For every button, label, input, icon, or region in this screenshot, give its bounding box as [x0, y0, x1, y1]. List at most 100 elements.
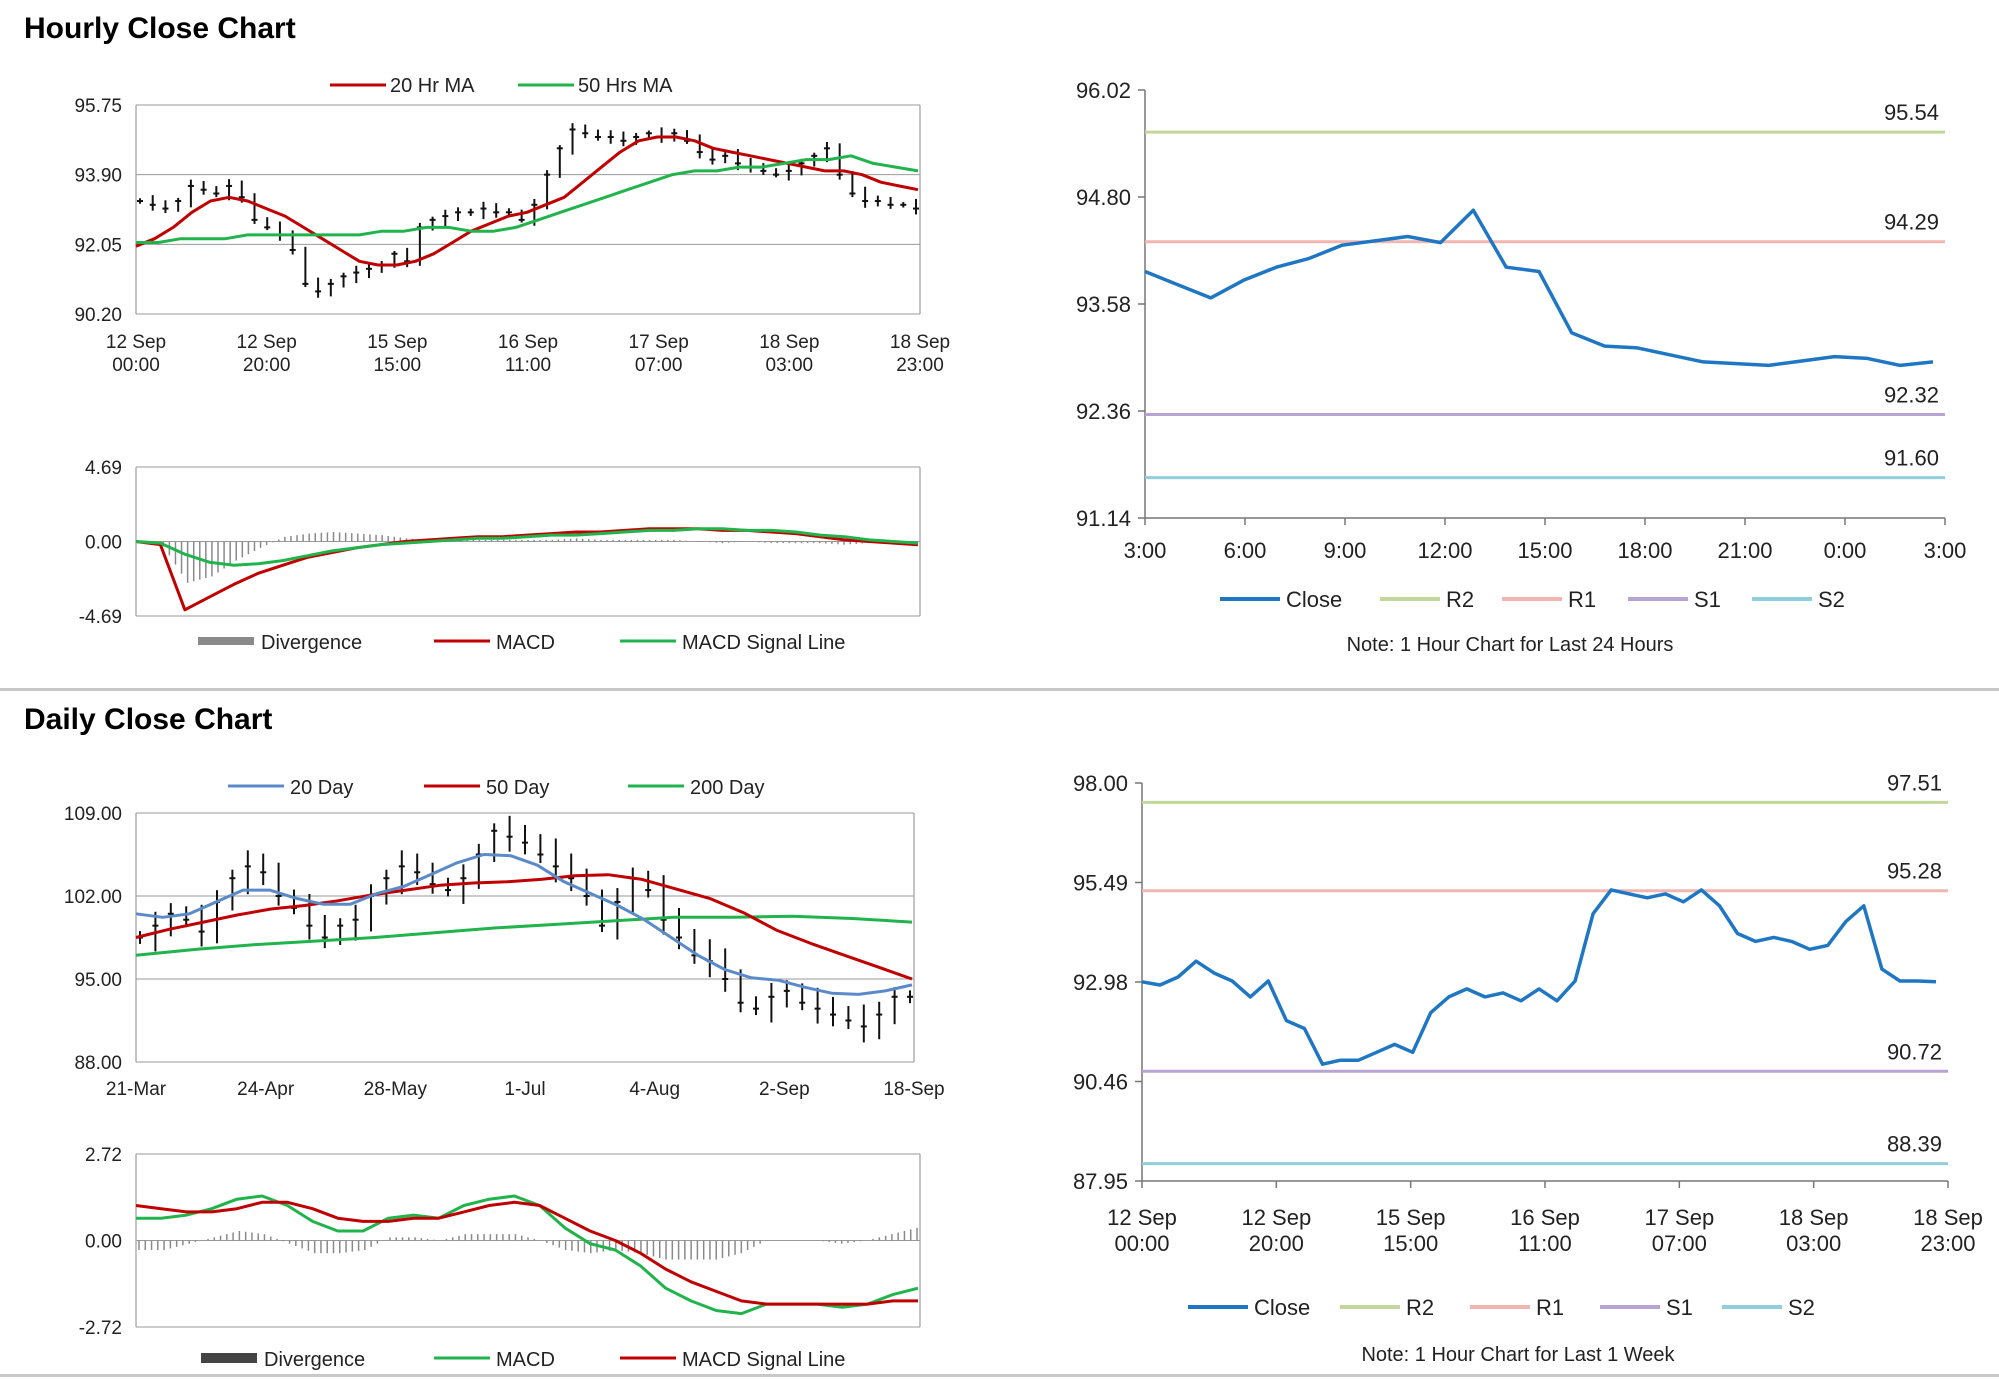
ma20-line [135, 135, 919, 267]
ma200-line [135, 914, 913, 957]
legend-label-20-day: 20 Day [290, 777, 353, 799]
macd-line [135, 527, 919, 612]
daily-macd-marks [135, 1194, 919, 1316]
daily-macd-grid: 2.72 0.00 -2.72 [79, 1145, 921, 1339]
level-label-r2: 95.54 [1884, 100, 1939, 125]
x-tick-label: 12:00 [1417, 538, 1472, 563]
hourly-levels-chart: 96.02 94.80 93.58 92.36 91.14 3:00 6:00 9:00 12:… [1076, 78, 1966, 656]
daily-price-marks [135, 815, 913, 1043]
x-tick-label: 03:00 [766, 355, 814, 376]
bottom-divider [0, 1374, 1999, 1377]
x-tick-label: 11:00 [505, 355, 551, 376]
x-tick-label: 24-Apr [237, 1079, 295, 1100]
x-tick-label: 15:00 [1517, 538, 1572, 563]
x-tick-label: 3:00 [1924, 538, 1967, 563]
y-tick-label: 96.02 [1076, 78, 1131, 103]
x-tick-label: 9:00 [1324, 538, 1367, 563]
daily-levels-note: Note: 1 Hour Chart for Last 1 Week [1361, 1344, 1675, 1366]
x-tick-label: 0:00 [1824, 538, 1867, 563]
x-tick-label: 2-Sep [759, 1079, 810, 1100]
y-tick-label: 4.69 [85, 458, 122, 479]
y-tick-label: -2.72 [79, 1318, 122, 1339]
legend-label-s1: S1 [1694, 587, 1721, 612]
legend-label-macd-signal: MACD Signal Line [682, 1349, 845, 1371]
x-tick-label: 07:00 [635, 355, 683, 376]
level-label-s1: 92.32 [1884, 383, 1939, 408]
legend-swatch-divergence [198, 637, 254, 645]
legend-label-macd: MACD [496, 632, 555, 654]
hourly-macd-chart: 4.69 0.00 -4.69 Divergence MACD MACD Signa… [79, 458, 921, 654]
level-label-r1: 94.29 [1884, 210, 1939, 235]
level-label-s2: 91.60 [1884, 446, 1939, 471]
y-tick-label: 109.00 [64, 804, 122, 825]
level-label-r2: 97.51 [1887, 770, 1942, 795]
hourly-price-marks [135, 123, 919, 298]
x-tick-label: 17 Sep [629, 332, 689, 353]
legend-label-r1: R1 [1568, 587, 1596, 612]
x-tick-label: 20:00 [1249, 1231, 1304, 1256]
hourly-levels-marks: 95.54 94.29 92.32 91.60 [1144, 100, 1945, 480]
legend-label-50hrs-ma: 50 Hrs MA [578, 75, 673, 97]
legend-label-divergence: Divergence [264, 1349, 365, 1371]
legend-label-s2: S2 [1788, 1295, 1815, 1320]
y-tick-label: 90.46 [1073, 1070, 1128, 1095]
close-line [1141, 888, 1937, 1066]
x-tick-label: 18 Sep [759, 332, 819, 353]
legend-label-close: Close [1254, 1295, 1310, 1320]
y-tick-label: 88.00 [74, 1053, 122, 1074]
y-tick-label: 98.00 [1073, 771, 1128, 796]
x-tick-label: 23:00 [896, 355, 944, 376]
y-tick-label: 93.58 [1076, 292, 1131, 317]
x-tick-label: 15 Sep [367, 332, 427, 353]
hourly-levels-grid: 96.02 94.80 93.58 92.36 91.14 3:00 6:00 9:00 12:… [1076, 78, 1966, 563]
daily-levels-legend: Close R2 R1 S1 S2 [1188, 1295, 1815, 1320]
x-tick-label: 00:00 [112, 355, 160, 376]
hourly-price-chart: 20 Hr MA 50 Hrs MA 95.75 93.90 92.05 90.20 1… [74, 75, 950, 376]
y-tick-label: 91.14 [1076, 506, 1131, 531]
daily-price-chart: 20 Day 50 Day 200 Day 109.00 102.00 95.00 8… [64, 777, 945, 1100]
x-tick-label: 23:00 [1920, 1231, 1975, 1256]
daily-price-grid [135, 812, 915, 1063]
x-tick-label: 4-Aug [629, 1079, 680, 1100]
legend-label-s1: S1 [1666, 1295, 1693, 1320]
hourly-macd-legend: Divergence MACD MACD Signal Line [198, 632, 845, 654]
y-tick-label: 92.05 [74, 235, 122, 256]
legend-label-close: Close [1286, 587, 1342, 612]
x-tick-label: 18-Sep [883, 1079, 944, 1100]
y-tick-label: 95.00 [74, 970, 122, 991]
legend-label-20hr-ma: 20 Hr MA [390, 75, 475, 97]
x-tick-label: 17 Sep [1644, 1205, 1714, 1230]
x-tick-label: 16 Sep [1510, 1205, 1580, 1230]
x-tick-label: 3:00 [1124, 538, 1167, 563]
macd-signal-line [135, 1200, 918, 1306]
x-tick-label: 18 Sep [1779, 1205, 1849, 1230]
hourly-levels-legend: Close R2 R1 S1 S2 [1220, 587, 1845, 612]
x-tick-label: 15:00 [1383, 1231, 1438, 1256]
legend-label-r2: R2 [1446, 587, 1474, 612]
legend-swatch-divergence [201, 1353, 257, 1363]
hourly-macd-grid: 4.69 0.00 -4.69 [79, 458, 921, 628]
ma50-line [136, 154, 919, 244]
macd-signal-line [135, 527, 919, 567]
x-tick-label: 15 Sep [1376, 1205, 1446, 1230]
y-tick-label: 95.49 [1073, 871, 1128, 896]
x-tick-label: 1-Jul [504, 1079, 545, 1100]
x-tick-label: 11:00 [1518, 1231, 1571, 1256]
ma50-day-line [135, 873, 913, 981]
x-tick-label: 03:00 [1786, 1231, 1841, 1256]
hourly-macd-marks [135, 527, 919, 612]
ma20-day-line [135, 853, 913, 996]
y-tick-label: -4.69 [79, 607, 122, 628]
x-tick-label: 20:00 [243, 355, 291, 376]
hourly-section-title: Hourly Close Chart [24, 12, 296, 45]
y-tick-label: 92.98 [1073, 970, 1128, 995]
x-tick-label: 12 Sep [237, 332, 297, 353]
daily-price-legend: 20 Day 50 Day 200 Day [228, 777, 765, 799]
y-tick-label: 94.80 [1076, 185, 1131, 210]
legend-label-50-day: 50 Day [486, 777, 549, 799]
daily-macd-chart: 2.72 0.00 -2.72 Divergence MACD MACD Signa… [79, 1145, 921, 1371]
x-tick-label: 18 Sep [1913, 1205, 1983, 1230]
macd-line [136, 1194, 919, 1316]
